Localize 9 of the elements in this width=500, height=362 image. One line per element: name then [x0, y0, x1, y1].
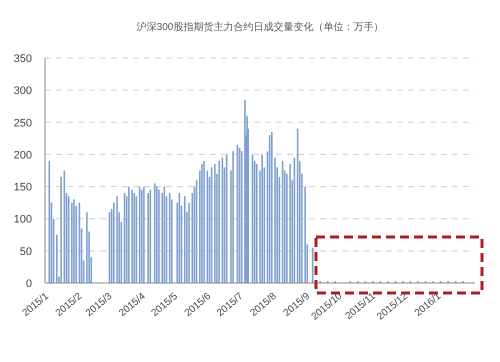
- y-tick-label: 0: [26, 278, 32, 290]
- y-tick-label: 350: [14, 53, 32, 65]
- y-tick-label: 50: [20, 246, 32, 258]
- y-tick-label: 300: [14, 85, 32, 98]
- y-tick-label: 150: [14, 182, 32, 194]
- y-tick-label: 100: [14, 214, 32, 226]
- chart-title: 沪深300股指期货主力合约日成交量变化（单位：万手）: [136, 21, 384, 33]
- y-tick-label: 200: [14, 149, 32, 162]
- y-tick-label: 250: [14, 117, 32, 130]
